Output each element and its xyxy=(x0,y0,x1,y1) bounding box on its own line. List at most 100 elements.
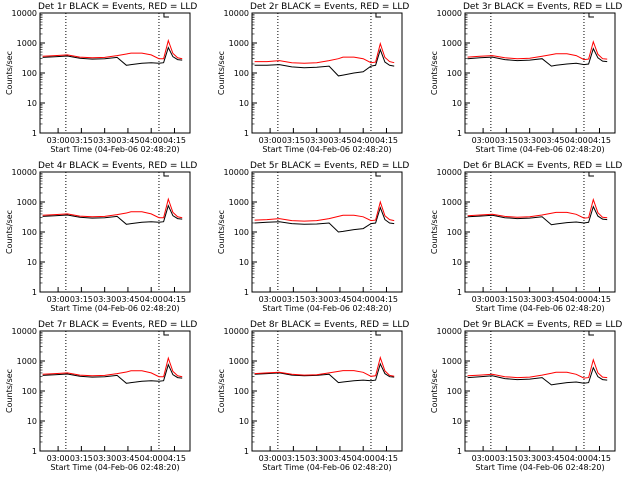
x-tick-label: 03:15 xyxy=(70,295,93,304)
x-tick-label: 03:45 xyxy=(541,454,564,463)
plot-frame xyxy=(39,171,191,293)
detector-plot-8: Det 8r BLACK = Events, RED = LLD 1 10 100 10… xyxy=(217,320,409,472)
detector-plot-9: Det 9r BLACK = Events, RED = LLD 1 10 100 10… xyxy=(430,320,622,472)
y-tick-label: 10 xyxy=(27,99,37,108)
x-tick-label: 04:15 xyxy=(163,454,186,463)
detector-plot-1: Det 1r BLACK = Events, RED = LLD 1 10 100 10… xyxy=(5,2,197,154)
x-tick-label: 03:45 xyxy=(328,454,351,463)
x-tick-label: 03:00 xyxy=(472,295,495,304)
y-tick-label: 1 xyxy=(457,288,462,297)
interval-bracket-marker xyxy=(375,13,381,18)
y-axis-label: Counts/sec xyxy=(430,369,439,413)
y-tick-label: 10000 xyxy=(437,9,462,18)
series-events-line xyxy=(467,47,608,67)
x-tick-label: 03:45 xyxy=(116,454,139,463)
x-tick-label: 03:00 xyxy=(472,136,495,145)
x-axis-label: Start Time (04-Feb-06 02:48:20) xyxy=(262,145,391,154)
y-tick-label: 1000 xyxy=(442,357,462,366)
x-tick-label: 03:45 xyxy=(116,295,139,304)
x-tick-label: 03:30 xyxy=(305,454,328,463)
series-lld-line xyxy=(42,197,183,219)
detector-plot-3: Det 3r BLACK = Events, RED = LLD 1 10 100 10… xyxy=(430,2,622,154)
y-axis-label: Counts/sec xyxy=(217,369,226,413)
x-tick-label: 03:15 xyxy=(282,136,305,145)
plot-title: Det 4r BLACK = Events, RED = LLD xyxy=(38,161,197,171)
x-axis-label: Start Time (04-Feb-06 02:48:20) xyxy=(475,145,604,154)
x-tick-label: 03:15 xyxy=(70,454,93,463)
y-tick-label: 100 xyxy=(22,228,37,237)
x-axis-label: Start Time (04-Feb-06 02:48:20) xyxy=(262,304,391,313)
x-axis-label: Start Time (04-Feb-06 02:48:20) xyxy=(475,463,604,472)
y-tick-label: 10000 xyxy=(12,9,37,18)
y-tick-label: 1000 xyxy=(17,357,37,366)
series-events-line xyxy=(254,206,395,233)
x-tick-label: 03:00 xyxy=(259,136,282,145)
detector-plot-6: Det 6r BLACK = Events, RED = LLD 1 10 100 10… xyxy=(430,161,622,313)
y-tick-label: 1 xyxy=(32,129,37,138)
x-tick-label: 03:15 xyxy=(495,295,518,304)
y-tick-label: 10 xyxy=(27,258,37,267)
y-tick-label: 1 xyxy=(244,129,249,138)
interval-bracket-marker xyxy=(163,13,169,18)
y-tick-label: 100 xyxy=(22,69,37,78)
x-tick-label: 03:00 xyxy=(472,454,495,463)
y-tick-label: 1 xyxy=(457,129,462,138)
y-tick-label: 1000 xyxy=(442,39,462,48)
x-tick-label: 03:00 xyxy=(259,295,282,304)
interval-bracket-marker xyxy=(588,13,594,18)
x-tick-label: 04:15 xyxy=(375,295,398,304)
x-axis-label: Start Time (04-Feb-06 02:48:20) xyxy=(50,304,179,313)
series-events-line xyxy=(467,205,608,226)
detector-plot-7: Det 7r BLACK = Events, RED = LLD 1 10 100 10… xyxy=(5,320,197,472)
y-tick-label: 1 xyxy=(32,447,37,456)
x-tick-label: 03:45 xyxy=(328,295,351,304)
x-tick-label: 04:15 xyxy=(375,136,398,145)
x-tick-label: 03:45 xyxy=(541,295,564,304)
x-tick-label: 03:45 xyxy=(541,136,564,145)
y-tick-label: 100 xyxy=(234,69,249,78)
x-tick-label: 03:15 xyxy=(70,136,93,145)
series-events-line xyxy=(254,362,395,384)
x-tick-label: 04:00 xyxy=(565,454,588,463)
x-tick-label: 03:15 xyxy=(495,136,518,145)
x-tick-label: 03:30 xyxy=(518,136,541,145)
y-tick-label: 100 xyxy=(447,228,462,237)
y-tick-label: 1000 xyxy=(229,39,249,48)
y-axis-label: Counts/sec xyxy=(430,51,439,95)
x-tick-label: 03:00 xyxy=(259,454,282,463)
detector-plot-2: Det 2r BLACK = Events, RED = LLD 1 10 100 10… xyxy=(217,2,409,154)
y-tick-label: 100 xyxy=(234,228,249,237)
detector-plot-4: Det 4r BLACK = Events, RED = LLD 1 10 100 10… xyxy=(5,161,197,313)
x-tick-label: 04:00 xyxy=(140,295,163,304)
x-tick-label: 03:30 xyxy=(93,295,116,304)
plot-title: Det 9r BLACK = Events, RED = LLD xyxy=(463,320,622,330)
plot-frame xyxy=(464,171,616,293)
plot-frame xyxy=(464,330,616,452)
interval-bracket-marker xyxy=(163,172,169,177)
x-tick-label: 04:15 xyxy=(588,454,611,463)
interval-bracket-marker xyxy=(375,331,381,336)
x-axis-label: Start Time (04-Feb-06 02:48:20) xyxy=(262,463,391,472)
x-tick-label: 04:00 xyxy=(140,454,163,463)
x-tick-label: 04:15 xyxy=(588,295,611,304)
x-tick-label: 04:00 xyxy=(565,136,588,145)
y-tick-label: 100 xyxy=(447,69,462,78)
series-lld-line xyxy=(467,358,608,379)
x-tick-label: 04:15 xyxy=(588,136,611,145)
y-tick-label: 1 xyxy=(244,447,249,456)
plot-frame xyxy=(251,12,403,134)
x-tick-label: 03:30 xyxy=(93,454,116,463)
x-tick-label: 04:15 xyxy=(163,295,186,304)
series-events-line xyxy=(42,204,183,225)
series-events-line xyxy=(254,48,395,77)
series-lld-line xyxy=(467,40,608,61)
x-axis-label: Start Time (04-Feb-06 02:48:20) xyxy=(50,145,179,154)
x-tick-label: 03:00 xyxy=(47,295,70,304)
plot-frame xyxy=(464,12,616,134)
y-tick-label: 1000 xyxy=(229,357,249,366)
plot-title: Det 6r BLACK = Events, RED = LLD xyxy=(463,161,622,171)
y-tick-label: 10000 xyxy=(12,327,37,336)
x-tick-label: 03:45 xyxy=(116,136,139,145)
y-tick-label: 10000 xyxy=(224,168,249,177)
